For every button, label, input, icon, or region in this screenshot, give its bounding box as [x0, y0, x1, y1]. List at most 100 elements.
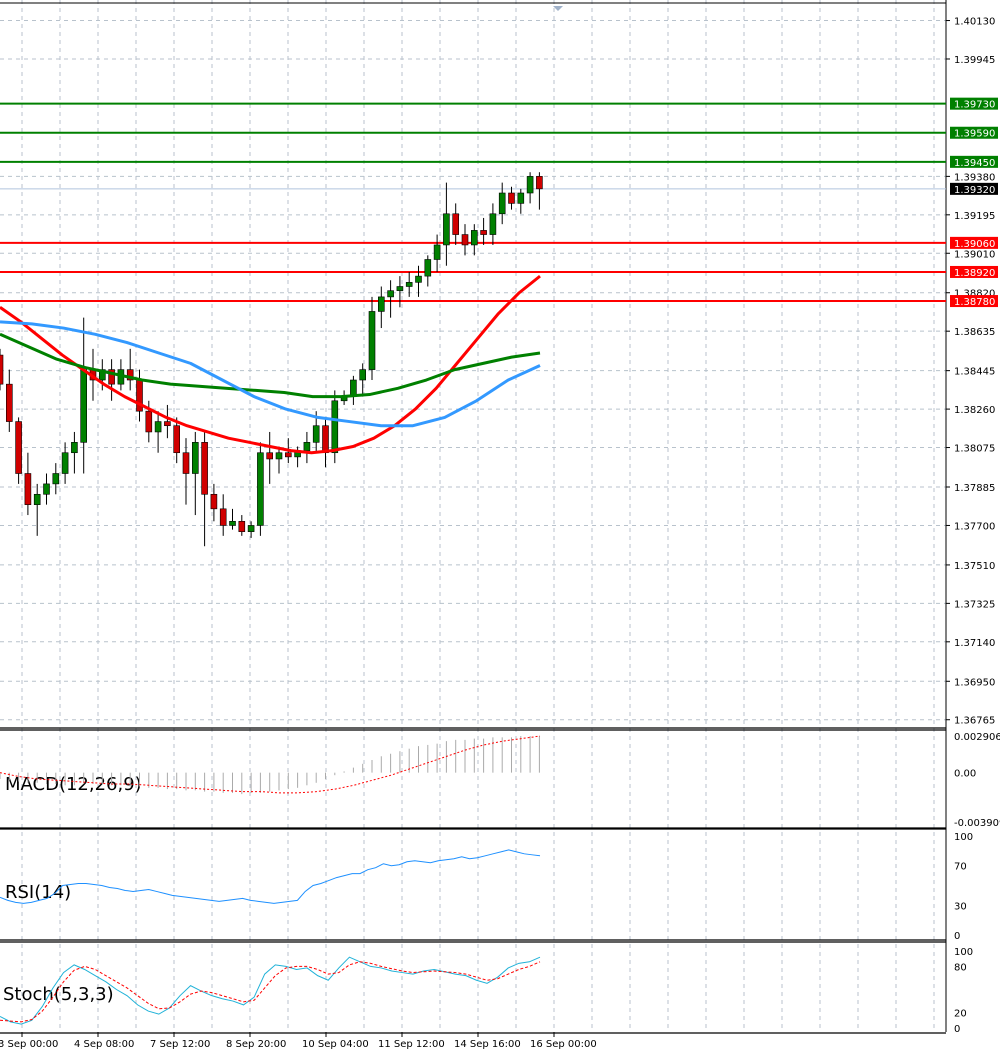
candle-body — [312, 425, 320, 443]
y-tick-label: 1.36765 — [954, 716, 995, 727]
macd-title: MACD(12,26,9) — [5, 774, 142, 795]
candle-body — [24, 473, 32, 505]
level-label: 1.39590 — [954, 129, 995, 140]
y-tick-label: 1.37140 — [954, 638, 995, 649]
candle-body — [517, 192, 525, 204]
rsi-y-tick-label: 30 — [954, 901, 967, 912]
candle-body — [238, 520, 246, 532]
scroll-marker — [553, 6, 563, 11]
candle-body — [52, 473, 60, 485]
macd-panel: MACD(12,26,9) — [0, 735, 541, 795]
level-label-box — [950, 265, 998, 278]
rsi-title: RSI(14) — [5, 882, 71, 903]
panel-borders — [0, 0, 947, 1034]
candle-body — [257, 452, 264, 526]
candle-body — [443, 213, 450, 246]
candle-body — [508, 192, 515, 204]
candle-body — [331, 400, 339, 454]
macd-y-tick-label: 0.002906 — [954, 732, 1000, 743]
stoch-signal-line — [0, 961, 541, 1023]
moving-average-line — [0, 332, 541, 399]
candle-body — [61, 452, 69, 474]
candle-body — [173, 425, 180, 454]
candle-body — [405, 282, 413, 287]
y-axis: 1.40130 1.39945 1.39380 1.39195 1.39010 1.388… — [946, 17, 1000, 1035]
candle-body — [247, 525, 255, 532]
level-label-box — [950, 126, 998, 139]
candle-body — [33, 493, 41, 505]
stoch-y-tick-label: 100 — [954, 947, 973, 958]
grid-layer — [0, 0, 946, 1032]
candle-body — [396, 286, 404, 291]
stochastic-panel: Stoch(5,3,3) — [0, 956, 541, 1025]
candle-body — [6, 383, 13, 422]
candle-body — [377, 296, 385, 312]
macd-y-tick-label: -0.003909 — [954, 818, 1000, 829]
candle-body — [71, 442, 78, 454]
candle-body — [461, 234, 469, 246]
x-tick-label: 4 Sep 08:00 — [74, 1039, 134, 1050]
level-label: 1.38920 — [954, 268, 995, 279]
level-label-box — [950, 295, 998, 308]
x-tick-label: 16 Sep 00:00 — [530, 1039, 597, 1050]
candle-body — [108, 369, 115, 385]
y-tick-label: 1.39945 — [954, 55, 995, 66]
candle-body — [219, 508, 227, 526]
stoch-y-tick-label: 0 — [954, 1024, 960, 1035]
price-panel — [0, 102, 946, 547]
y-tick-label: 1.38635 — [954, 327, 995, 338]
rsi-y-tick-label: 0 — [954, 931, 960, 942]
stoch-main-line — [0, 956, 541, 1025]
x-tick-label: 11 Sep 12:00 — [378, 1039, 445, 1050]
candle-body — [275, 452, 283, 460]
candle-body — [182, 452, 190, 474]
rsi-y-tick-label: 100 — [954, 832, 973, 843]
stoch-y-tick-label: 20 — [954, 1009, 967, 1020]
level-label-box — [950, 97, 998, 110]
candle-body — [322, 425, 329, 454]
rsi-y-tick-label: 70 — [954, 862, 967, 873]
candle-body — [210, 493, 218, 510]
y-tick-label: 1.39010 — [954, 249, 995, 260]
candle-body — [229, 520, 236, 526]
candle-body — [284, 452, 292, 458]
x-axis: 3 Sep 00:00 4 Sep 08:00 7 Sep 12:00 8 Sep 2… — [0, 1032, 597, 1050]
current-price-label: 1.39320 — [954, 185, 995, 196]
level-label-box — [950, 155, 998, 168]
candle-body — [489, 213, 497, 235]
level-label: 1.39060 — [954, 239, 995, 250]
candle-body — [164, 421, 171, 427]
candle-body — [415, 275, 422, 283]
y-tick-label: 1.37700 — [954, 521, 995, 532]
stoch-y-tick-label: 80 — [954, 962, 967, 973]
candle-body — [192, 442, 199, 474]
y-tick-label: 1.38260 — [954, 405, 995, 416]
candle-body — [359, 369, 367, 381]
y-tick-label: 1.38445 — [954, 367, 995, 378]
y-tick-label: 1.38820 — [954, 289, 995, 300]
candle-body — [368, 311, 376, 370]
x-tick-label: 8 Sep 20:00 — [226, 1039, 286, 1050]
level-label: 1.39450 — [954, 158, 995, 169]
candle-body — [536, 176, 543, 190]
level-label: 1.38780 — [954, 297, 995, 308]
candle-body — [498, 192, 506, 215]
x-tick-label: 7 Sep 12:00 — [150, 1039, 210, 1050]
x-tick-label: 3 Sep 00:00 — [0, 1039, 58, 1050]
candle-body — [452, 213, 460, 235]
y-tick-label: 1.36950 — [954, 677, 995, 688]
candle-body — [526, 176, 534, 194]
y-tick-label: 1.39380 — [954, 172, 995, 183]
level-label: 1.39730 — [954, 100, 995, 111]
level-label-box — [950, 236, 998, 249]
rsi-line — [0, 849, 541, 904]
candle-body — [15, 421, 22, 474]
candle-body — [145, 410, 153, 433]
candle-body — [480, 230, 487, 235]
y-tick-label: 1.40130 — [954, 17, 995, 28]
x-tick-label: 14 Sep 16:00 — [454, 1039, 521, 1050]
moving-average-line — [0, 320, 541, 428]
candle-body — [387, 290, 394, 298]
